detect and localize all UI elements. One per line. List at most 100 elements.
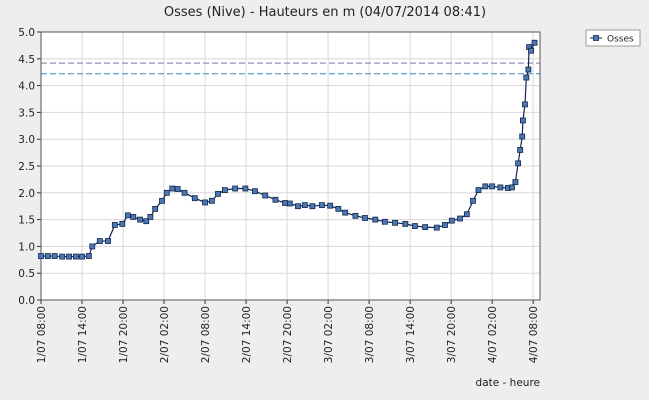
y-tick-label: 4.0: [18, 81, 35, 93]
data-point: [412, 223, 418, 229]
data-point: [152, 205, 159, 212]
x-tick-label: 3/07 08:00: [364, 306, 376, 363]
data-point: [174, 186, 181, 192]
data-point: [137, 216, 144, 223]
data-point: [523, 74, 530, 81]
y-tick-label: 4.5: [18, 54, 35, 66]
x-tick-label: 2/07 02:00: [159, 306, 171, 363]
data-point: [352, 212, 359, 219]
data-point: [381, 218, 388, 225]
data-point: [38, 253, 44, 259]
data-point: [272, 196, 279, 203]
data-point: [442, 222, 448, 228]
data-point: [335, 205, 342, 212]
data-point: [489, 183, 496, 190]
data-point: [457, 215, 463, 222]
y-tick-label: 3.0: [18, 134, 35, 146]
x-axis-label: date - heure: [476, 377, 540, 389]
data-point: [72, 253, 79, 260]
x-tick-label: 3/07 20:00: [446, 306, 458, 363]
data-point: [520, 117, 526, 124]
data-point: [509, 184, 515, 191]
data-point: [448, 217, 455, 224]
data-point: [525, 66, 532, 73]
data-point: [232, 185, 239, 192]
x-tick-label: 3/07 14:00: [405, 306, 417, 363]
data-point: [372, 216, 379, 223]
data-point: [147, 214, 154, 220]
y-tick-label: 2.5: [18, 161, 35, 173]
x-tick-label: 1/07 20:00: [118, 306, 130, 363]
data-point: [301, 202, 308, 209]
data-point: [402, 220, 409, 227]
data-point: [124, 212, 131, 219]
data-point: [242, 185, 249, 192]
data-point: [475, 187, 482, 194]
data-point: [59, 253, 66, 260]
data-point: [111, 222, 118, 228]
x-tick-label: 4/07 08:00: [528, 306, 540, 363]
data-point: [208, 197, 215, 204]
data-point: [515, 160, 522, 167]
data-point: [181, 189, 188, 196]
data-point: [44, 253, 51, 259]
chart-title: Osses (Nive) - Hauteurs en m (04/07/2014…: [164, 5, 486, 20]
data-point: [252, 188, 258, 195]
y-tick-label: 2.0: [18, 188, 35, 200]
data-point: [130, 214, 137, 220]
data-point: [85, 253, 92, 259]
data-point: [528, 47, 535, 54]
data-point: [79, 253, 85, 260]
data-point: [202, 199, 208, 206]
plot-frame: [40, 31, 541, 301]
data-point: [215, 190, 221, 197]
data-point: [517, 147, 524, 153]
data-point: [119, 220, 126, 227]
x-tick-label: 2/07 08:00: [200, 306, 212, 363]
data-point: [89, 243, 96, 250]
data-point: [497, 184, 504, 191]
data-point: [66, 253, 72, 260]
data-point: [422, 224, 429, 231]
data-point: [163, 189, 170, 196]
data-point: [262, 192, 269, 199]
data-point: [319, 202, 325, 209]
data-point: [512, 179, 519, 185]
data-point: [433, 224, 440, 231]
data-point: [159, 197, 165, 204]
y-tick-label: 1.0: [18, 241, 35, 253]
x-tick-label: 2/07 14:00: [241, 306, 253, 363]
legend-label: Osses: [607, 35, 634, 45]
x-tick-label: 1/07 08:00: [36, 306, 48, 363]
data-point: [470, 197, 476, 204]
data-point: [522, 101, 528, 108]
y-tick-label: 0.5: [18, 268, 35, 280]
data-point: [143, 218, 150, 225]
data-point: [169, 185, 176, 192]
data-point: [519, 133, 526, 140]
y-tick-label: 1.5: [18, 215, 35, 227]
data-point: [362, 215, 368, 221]
data-point: [295, 203, 301, 210]
data-point: [482, 183, 489, 190]
data-point: [96, 238, 103, 244]
data-point: [221, 187, 228, 194]
x-tick-label: 2/07 20:00: [282, 306, 294, 363]
legend: [585, 29, 641, 47]
legend-marker: [593, 35, 599, 41]
data-point: [282, 200, 288, 206]
data-point: [531, 39, 538, 46]
y-tick-label: 5.0: [18, 27, 35, 39]
data-point: [105, 238, 111, 244]
data-point: [463, 211, 470, 218]
x-tick-label: 1/07 14:00: [77, 306, 89, 363]
data-point: [342, 209, 349, 216]
x-tick-label: 4/07 02:00: [487, 306, 499, 363]
data-point: [309, 203, 316, 210]
data-point: [286, 200, 293, 207]
data-point: [51, 253, 58, 259]
data-point: [392, 219, 398, 226]
data-point: [191, 195, 198, 202]
y-tick-label: 3.5: [18, 107, 35, 119]
